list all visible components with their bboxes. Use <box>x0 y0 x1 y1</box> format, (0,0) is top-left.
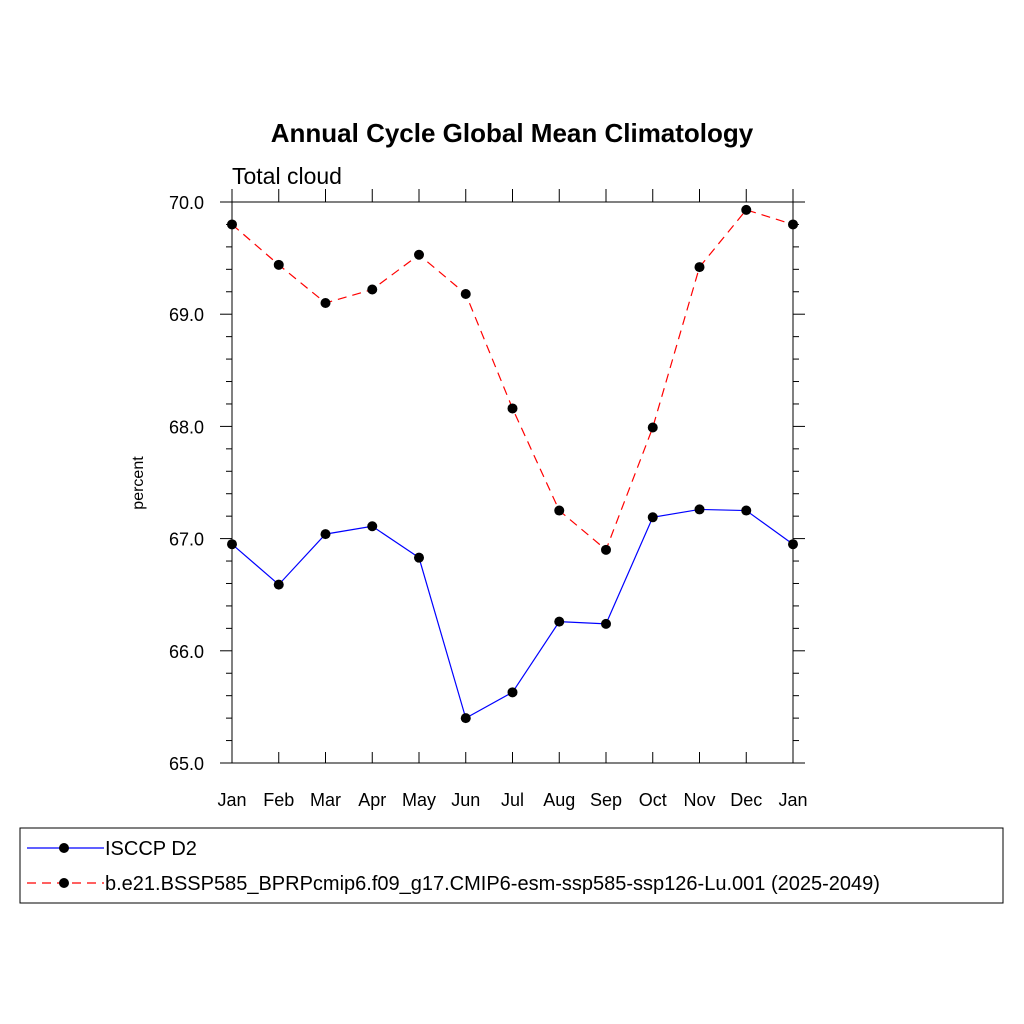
legend-label-0: ISCCP D2 <box>105 838 197 860</box>
axes: Jan Feb Mar Apr May Jun Jul Aug Sep Oct Nov Dec Jan 6… <box>169 189 808 810</box>
series-line-0 <box>231 508 794 720</box>
data-point-0 <box>273 579 284 590</box>
y-tick-label: 65.0 <box>169 754 204 774</box>
y-tick-label: 69.0 <box>169 305 204 325</box>
data-point-0 <box>741 505 752 516</box>
data-point-0 <box>694 504 705 515</box>
x-tick-label: Nov <box>683 790 715 810</box>
legend-marker-1 <box>59 878 69 888</box>
x-tick-label: Jul <box>501 790 524 810</box>
x-tick-label: Apr <box>358 790 386 810</box>
x-tick-label: Aug <box>543 790 575 810</box>
data-point-0 <box>414 552 424 563</box>
data-point-1 <box>320 297 331 308</box>
data-point-1 <box>554 505 565 516</box>
data-point-1 <box>227 219 237 230</box>
x-tick-label: Jun <box>451 790 480 810</box>
legend-label-1: b.e21.BSSP585_BPRPcmip6.f09_g17.CMIP6-es… <box>105 873 880 895</box>
x-tick-label: Feb <box>263 790 294 810</box>
data-point-1 <box>601 544 611 555</box>
y-tick-label: 68.0 <box>169 417 204 437</box>
x-tick-label: Dec <box>730 790 762 810</box>
y-tick-label: 66.0 <box>169 642 204 662</box>
series-layer <box>227 204 798 724</box>
chart-title: Annual Cycle Global Mean Climatology <box>271 118 754 148</box>
x-tick-label: Sep <box>590 790 622 810</box>
series-line-1 <box>231 209 794 551</box>
data-point-1 <box>460 289 471 300</box>
x-tick-label: Jan <box>217 790 246 810</box>
data-point-0 <box>601 618 611 629</box>
data-point-1 <box>273 259 284 270</box>
data-point-0 <box>647 512 658 523</box>
plot-frame <box>231 201 794 764</box>
legend-items: ISCCP D2 b.e21.BSSP585_BPRPcmip6.f09_g17.… <box>27 838 880 895</box>
y-tick-label: 70.0 <box>169 193 204 213</box>
data-point-1 <box>788 219 798 230</box>
data-point-1 <box>741 204 752 215</box>
data-point-1 <box>507 403 518 414</box>
data-point-1 <box>694 262 705 273</box>
data-point-0 <box>367 521 378 532</box>
x-tick-label: May <box>402 790 436 810</box>
legend-frame <box>19 827 1004 904</box>
data-point-0 <box>507 687 518 698</box>
data-point-1 <box>414 249 424 260</box>
data-point-0 <box>227 539 237 550</box>
data-point-1 <box>367 284 378 295</box>
data-point-0 <box>320 529 331 540</box>
y-tick-label: 67.0 <box>169 530 204 550</box>
x-tick-label: Mar <box>310 790 341 810</box>
x-tick-label: Oct <box>639 790 667 810</box>
data-point-1 <box>647 422 658 433</box>
legend: ISCCP D2 b.e21.BSSP585_BPRPcmip6.f09_g17.… <box>19 827 1004 904</box>
data-point-0 <box>554 616 565 627</box>
chart-subtitle: Total cloud <box>232 163 342 189</box>
data-point-0 <box>788 539 798 550</box>
legend-marker-0 <box>59 843 69 853</box>
y-axis-label: percent <box>130 456 147 510</box>
x-tick-label: Jan <box>778 790 807 810</box>
data-point-0 <box>460 713 471 724</box>
